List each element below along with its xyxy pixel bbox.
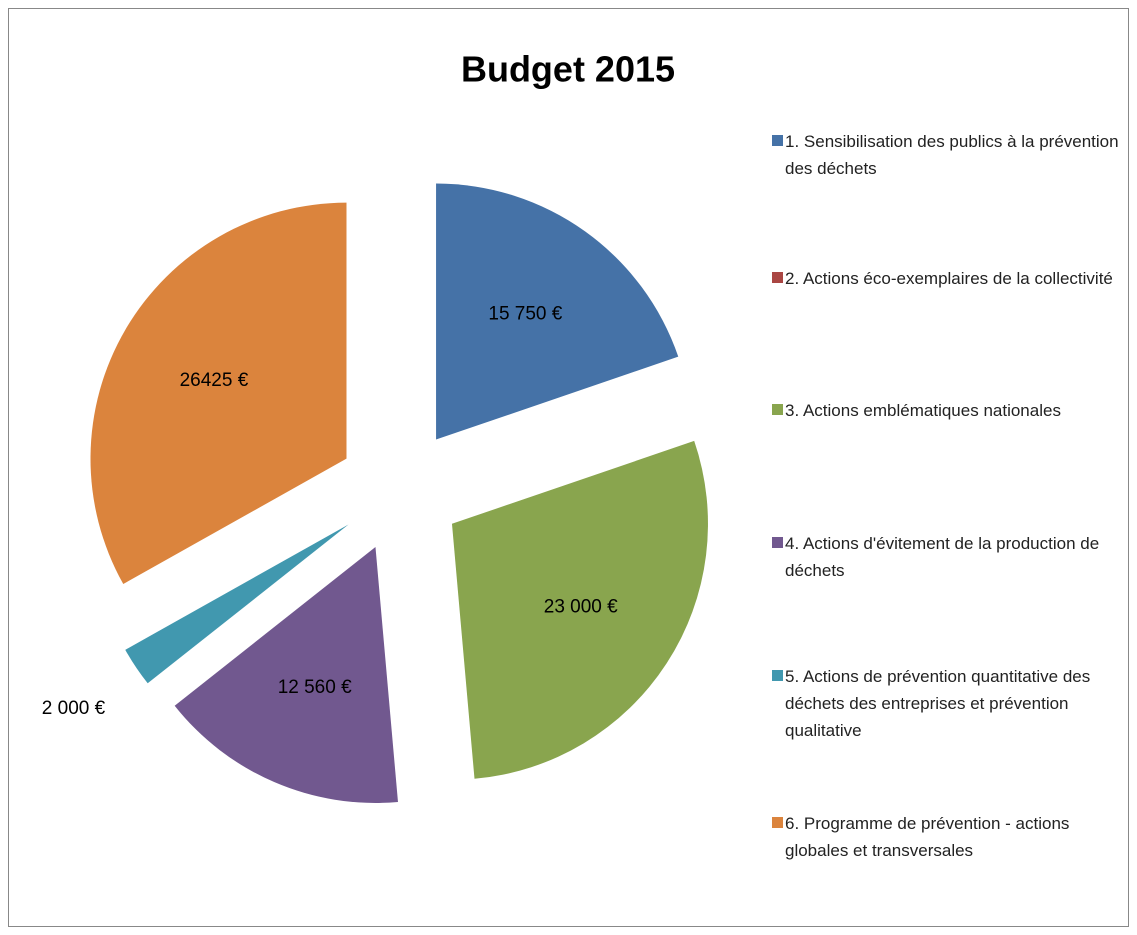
legend-label: 2. Actions éco-exemplaires de la collect…: [785, 269, 1113, 288]
pie-slice: [90, 202, 347, 584]
legend-label: 1. Sensibilisation des publics à la prév…: [785, 132, 1119, 178]
legend-label: 6. Programme de prévention - actions glo…: [785, 814, 1070, 860]
legend-item: 5. Actions de prévention quantitative de…: [772, 663, 1122, 744]
legend-label: 3. Actions emblématiques nationales: [785, 401, 1061, 420]
legend-item: 4. Actions d'évitement de la production …: [772, 530, 1122, 584]
legend-item: 1. Sensibilisation des publics à la prév…: [772, 128, 1122, 182]
legend-item: 6. Programme de prévention - actions glo…: [772, 810, 1122, 864]
legend-swatch: [772, 670, 783, 681]
data-label: 15 750 €: [488, 304, 562, 325]
data-label: 23 000 €: [544, 597, 618, 618]
legend-swatch: [772, 272, 783, 283]
pie-slice: [125, 524, 349, 684]
data-label: 26425 €: [180, 370, 249, 391]
legend-item: 2. Actions éco-exemplaires de la collect…: [772, 265, 1122, 292]
data-label: 2 000 €: [42, 698, 106, 719]
chart-title: Budget 2015: [461, 49, 675, 90]
pie-slice: [451, 440, 708, 779]
legend-swatch: [772, 817, 783, 828]
legend-swatch: [772, 537, 783, 548]
pie-slice: [174, 546, 398, 803]
legend-label: 4. Actions d'évitement de la production …: [785, 534, 1100, 580]
legend-swatch: [772, 135, 783, 146]
legend-label: 5. Actions de prévention quantitative de…: [785, 667, 1091, 740]
legend-item: 3. Actions emblématiques nationales: [772, 397, 1122, 424]
data-label: 12 560 €: [278, 677, 352, 698]
legend-swatch: [772, 404, 783, 415]
pie-slice: [436, 183, 679, 440]
